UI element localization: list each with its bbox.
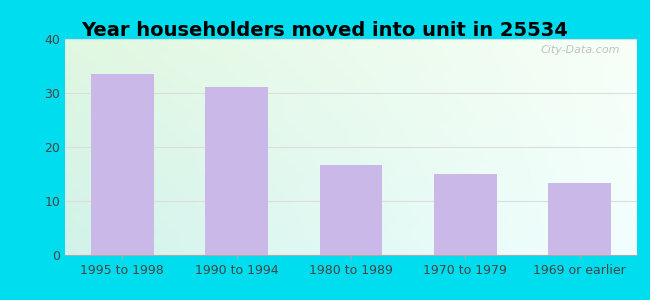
Text: Year householders moved into unit in 25534: Year householders moved into unit in 255… [81, 21, 569, 40]
Bar [91, 74, 153, 255]
Bar [205, 86, 268, 255]
Bar [549, 183, 611, 255]
Bar [434, 174, 497, 255]
Bar [320, 165, 382, 255]
Text: City-Data.com: City-Data.com [540, 46, 620, 56]
